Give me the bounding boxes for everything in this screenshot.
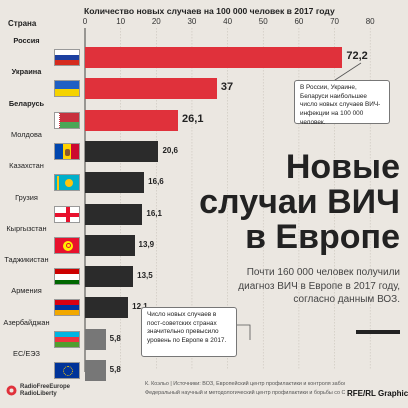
credit-background (345, 380, 408, 408)
bar-value-label: 37 (220, 81, 234, 94)
x-tick-label: 50 (258, 17, 268, 26)
x-tick-label: 20 (151, 17, 161, 26)
bar-value-label: 16,6 (148, 177, 164, 187)
category-label: Казахстан (9, 161, 44, 171)
headline-title-line1: Новые (285, 148, 400, 186)
category-label: Таджикистан (4, 255, 49, 265)
kyrgyzstan-flag-icon (54, 236, 80, 254)
credit-text: RFE/RL Graphics (347, 389, 408, 398)
bar-value-label: 20,6 (162, 145, 179, 155)
bar (85, 140, 159, 162)
bar-value-label: 16,1 (146, 208, 162, 218)
callout-bottom: Число новых случаев в пост-советских стр… (141, 307, 237, 357)
bar-value-label: 5,8 (109, 365, 121, 374)
bar (85, 172, 145, 194)
bar-value-label: 13,5 (137, 271, 153, 281)
ukraine-flag-icon (54, 80, 80, 98)
x-tick-label: 80 (365, 17, 375, 26)
category-label: Беларусь (8, 98, 45, 108)
category-label: Кыргызстан (6, 223, 47, 233)
source-line2: Федеральный научный и методологический ц… (145, 389, 345, 396)
bar (85, 360, 106, 381)
category-label: Армения (11, 286, 42, 296)
moldova-flag-icon (54, 142, 80, 160)
callout-bottom-connector (237, 324, 251, 340)
source-text: К. Коэльо | Источники: ВОЗ, Европейский … (145, 380, 345, 397)
bar (85, 47, 343, 68)
bar (85, 328, 106, 350)
headline-title: Новые случаи ВИЧ в Европе (190, 148, 400, 257)
logo-line1: RadioFreeEurope (20, 384, 71, 390)
category-label: Молдова (11, 129, 42, 139)
logo-line2: RadioLiberty (20, 391, 57, 398)
georgia-flag-icon (54, 205, 80, 223)
tajikistan-flag-icon (54, 268, 80, 286)
chart-title: Количество новых случаев на 100 000 чело… (84, 6, 335, 16)
headline-title-line2: случаи ВИЧ (199, 183, 400, 222)
eu-flag-icon (54, 362, 80, 379)
belarus-flag-icon (54, 111, 80, 129)
category-label: ЕС/ЕЭЗ (13, 349, 40, 358)
bar (85, 203, 143, 225)
bar-value-label: 12,1 (132, 302, 148, 312)
bar (85, 297, 129, 319)
country-column-header: Страна (8, 19, 37, 28)
rferl-logo-text: RadioFreeEurope RadioLiberty (20, 384, 70, 398)
x-tick-label: 0 (82, 17, 88, 26)
bar (85, 109, 179, 131)
bar-value-label: 13,9 (138, 239, 155, 249)
azerbaijan-flag-icon (54, 330, 80, 348)
bar-value-label: 5,8 (109, 333, 121, 343)
bar (85, 266, 134, 288)
source-line1: К. Коэльо | Источники: ВОЗ, Европейский … (145, 381, 345, 387)
bar-value-label: 72,2 (346, 50, 368, 62)
bar (85, 78, 217, 100)
x-tick-label: 40 (223, 17, 233, 26)
category-label: Азербайджан (3, 317, 50, 327)
x-tick-label: 30 (187, 17, 197, 26)
headline-subtitle: Почти 160 000 человек получили диагноз В… (238, 267, 400, 305)
kazakhstan-flag-icon (54, 174, 80, 192)
bar (85, 234, 135, 256)
armenia-flag-icon (54, 299, 80, 317)
x-tick-label: 10 (116, 17, 126, 26)
rferl-logo-icon (6, 385, 17, 396)
category-label: Украина (11, 67, 42, 77)
category-label: Грузия (15, 192, 38, 202)
bar-value-label: 26,1 (182, 112, 204, 125)
subtitle-underline (356, 330, 400, 334)
headline-title-line3: в Европе (245, 218, 400, 257)
russia-flag-icon (54, 49, 80, 66)
footer: RadioFreeEurope RadioLiberty К. Коэльо |… (0, 374, 408, 408)
x-tick-label: 70 (330, 17, 339, 26)
category-label: Россия (13, 36, 40, 45)
callout-top: В России, Украине, Беларуси наибольшее ч… (294, 80, 390, 126)
x-tick-label: 60 (294, 17, 304, 26)
